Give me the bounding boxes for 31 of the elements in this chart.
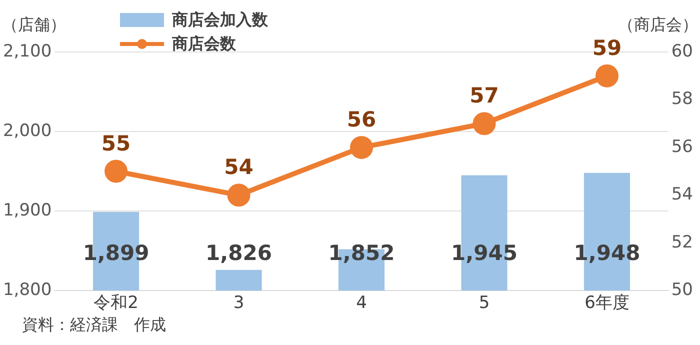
x-tick-label: 3 [233, 293, 244, 314]
x-tick-label: 令和2 [94, 293, 138, 314]
text: 資料：経済課 作成 [22, 315, 166, 334]
y-tick-label: 2,100 [2, 41, 52, 62]
x-tick-label: 4 [356, 293, 367, 314]
data-label: 54 [224, 155, 254, 180]
y-tick-label: 1,900 [2, 200, 52, 220]
y2-tick-label: 50 [671, 280, 694, 300]
point [227, 184, 250, 207]
point [472, 112, 496, 136]
data-label: 55 [101, 131, 131, 156]
data-label: 1,826 [206, 241, 272, 266]
data-label: 56 [346, 107, 376, 132]
y2-tick-label: 60 [671, 41, 694, 62]
x-tick-label: 6年度 [584, 293, 630, 314]
y2-tick-label: 58 [671, 89, 694, 110]
y-tick-label: 2,000 [2, 120, 52, 141]
y-tick-label: 1,800 [2, 280, 52, 300]
x-tick-label: 5 [478, 293, 490, 314]
legend-label: 商店会数 [172, 34, 236, 54]
legend-label: 商店会加入数 [172, 10, 268, 30]
y2-tick-label: 52 [671, 232, 694, 252]
y-axis-title: （店舗） [2, 15, 66, 34]
point [596, 64, 618, 88]
y2-tick-label: 54 [671, 184, 694, 205]
data-label: 59 [592, 36, 622, 60]
data-label: 57 [470, 84, 499, 108]
y2-tick-label: 56 [671, 136, 694, 157]
point [350, 136, 374, 159]
point [104, 160, 128, 183]
y2-axis-title: （商店会） [618, 15, 698, 34]
